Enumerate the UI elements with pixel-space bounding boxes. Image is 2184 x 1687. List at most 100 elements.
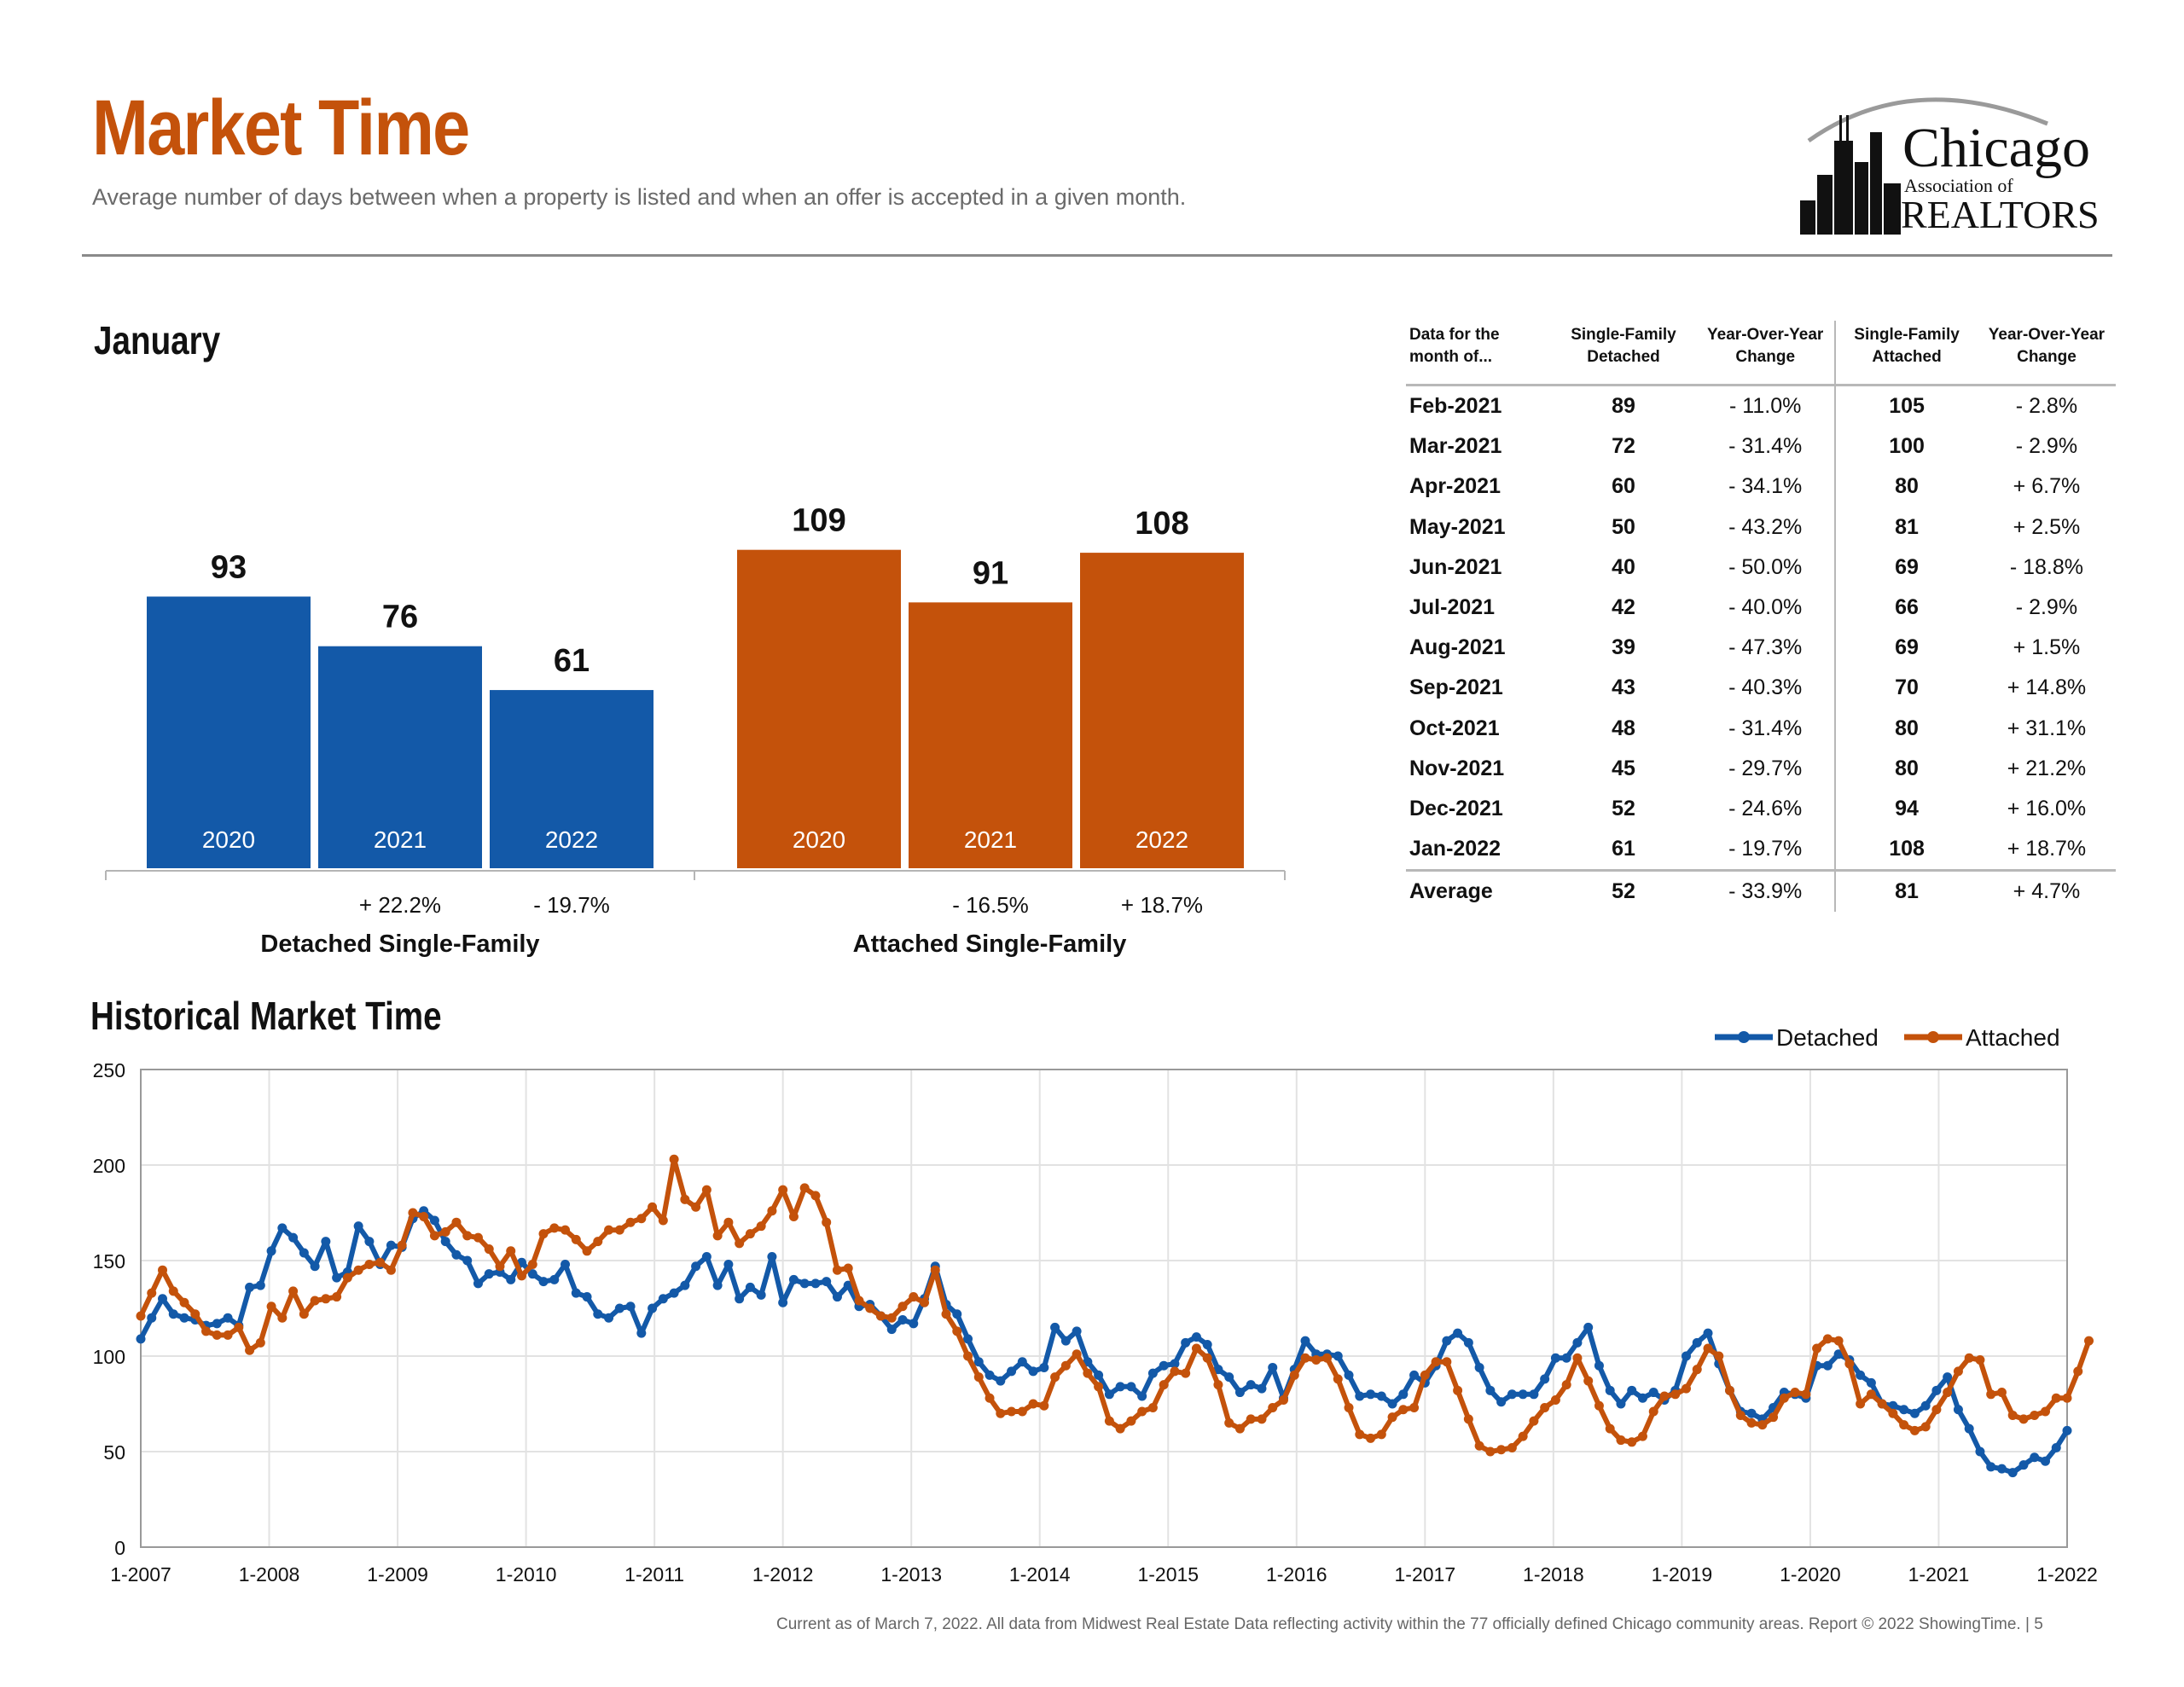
data-point-detached [1899, 1405, 1909, 1415]
data-point-attached [1191, 1343, 1201, 1354]
data-point-attached [658, 1215, 668, 1226]
data-point-attached [1899, 1420, 1909, 1430]
data-point-attached [495, 1261, 505, 1272]
data-point-detached [1060, 1336, 1071, 1346]
data-point-detached [440, 1237, 450, 1247]
table-cell: 89 [1612, 394, 1635, 419]
table-cell: Sep-2021 [1409, 675, 1503, 700]
data-point-detached [429, 1215, 439, 1226]
x-tick-label: 1-2010 [496, 1563, 557, 1586]
data-point-detached [996, 1376, 1006, 1386]
data-point-attached [701, 1185, 712, 1195]
table-cell: - 19.7% [1728, 837, 1803, 861]
data-point-attached [147, 1288, 157, 1298]
data-point-attached [2062, 1393, 2072, 1403]
data-point-attached [648, 1202, 658, 1212]
data-point-detached [582, 1292, 592, 1302]
legend-label: Attached [1966, 1024, 2060, 1051]
data-point-attached [212, 1330, 222, 1340]
data-point-attached [1866, 1389, 1876, 1400]
data-point-detached [1920, 1400, 1931, 1411]
table-header-cell: Year-Over-Year Change [1696, 321, 1836, 386]
data-point-detached [701, 1252, 712, 1262]
data-point-detached [1376, 1391, 1386, 1401]
data-point-detached [1931, 1385, 1942, 1395]
table-header-row: Data for the month of... Single-Family De… [1406, 321, 2116, 386]
data-point-detached [1822, 1360, 1833, 1371]
bar-change-label: + 22.2% [359, 892, 441, 918]
data-point-detached [1637, 1393, 1647, 1403]
data-point-detached [1496, 1397, 1507, 1407]
data-point-attached [2018, 1414, 2029, 1424]
data-point-attached [767, 1206, 777, 1216]
bar-group-label: Attached Single-Family [853, 930, 1127, 958]
y-tick-label: 0 [114, 1537, 125, 1559]
data-point-detached [473, 1278, 483, 1289]
data-point-detached [1996, 1464, 2007, 1474]
data-point-attached [1170, 1366, 1180, 1377]
data-point-attached [1812, 1343, 1822, 1354]
table-cell: - 31.4% [1728, 434, 1803, 459]
table-cell: 61 [1612, 837, 1635, 861]
data-point-attached [1431, 1357, 1441, 1367]
data-point-detached [136, 1334, 146, 1344]
data-point-attached [1746, 1417, 1757, 1428]
data-point-detached [2007, 1468, 2018, 1478]
table-cell: - 2.9% [2015, 595, 2078, 620]
table-cell: + 1.5% [2013, 635, 2081, 660]
data-point-attached [549, 1223, 560, 1233]
x-tick-label: 1-2011 [624, 1563, 684, 1586]
data-point-detached [1953, 1405, 1963, 1415]
data-point-attached [1964, 1353, 1974, 1363]
table-cell: Mar-2021 [1409, 434, 1502, 459]
data-point-attached [375, 1257, 386, 1267]
data-point-detached [1017, 1357, 1027, 1367]
table-header-cell: Single-Family Attached [1834, 321, 1978, 386]
data-point-attached [1943, 1388, 1953, 1398]
bar [737, 549, 901, 868]
legend-marker [1738, 1031, 1750, 1043]
bar-value-label: 109 [792, 503, 845, 539]
bar-year-label: 2022 [1136, 826, 1188, 853]
data-point-attached [1300, 1353, 1310, 1363]
data-point-attached [843, 1263, 853, 1273]
data-point-detached [648, 1303, 658, 1313]
bar-change-label: + 18.7% [1121, 892, 1203, 918]
data-point-detached [1909, 1408, 1920, 1418]
data-point-detached [1072, 1326, 1082, 1336]
x-tick-label: 1-2009 [367, 1563, 428, 1586]
data-point-attached [1735, 1410, 1745, 1420]
data-point-attached [1234, 1423, 1245, 1434]
data-point-attached [1398, 1405, 1409, 1415]
data-point-attached [1692, 1365, 1702, 1375]
table-cell: Jan-2022 [1409, 837, 1502, 861]
data-point-detached [712, 1280, 723, 1290]
data-point-detached [1703, 1328, 1713, 1338]
data-point-detached [1028, 1366, 1038, 1377]
data-point-detached [1507, 1389, 1517, 1400]
data-point-attached [1039, 1400, 1049, 1411]
data-point-detached [1746, 1408, 1757, 1418]
data-point-attached [223, 1330, 233, 1340]
table-cell: 52 [1612, 796, 1635, 820]
january-section-title: January [94, 318, 221, 362]
series-line-attached [138, 1157, 2092, 1454]
table-row: Jul-2021 42 - 40.0% 66 - 2.9% [1406, 587, 2116, 629]
data-point-detached [1856, 1370, 1866, 1380]
data-point-detached [1692, 1337, 1702, 1348]
chicago-realtors-logo: Chicago Association of REALTORS [1800, 97, 2100, 236]
data-point-attached [1159, 1380, 1169, 1390]
x-tick-label: 1-2017 [1395, 1563, 1456, 1586]
data-point-detached [212, 1319, 222, 1329]
data-point-detached [1833, 1349, 1844, 1359]
data-point-attached [1583, 1376, 1594, 1386]
data-point-attached [1007, 1406, 1017, 1417]
data-point-attached [1790, 1388, 1800, 1398]
data-point-attached [2030, 1410, 2040, 1420]
data-point-detached [288, 1232, 299, 1243]
data-point-detached [147, 1313, 157, 1323]
y-tick-label: 250 [93, 1059, 125, 1081]
data-point-attached [321, 1294, 331, 1304]
x-tick-label: 1-2012 [752, 1563, 814, 1586]
